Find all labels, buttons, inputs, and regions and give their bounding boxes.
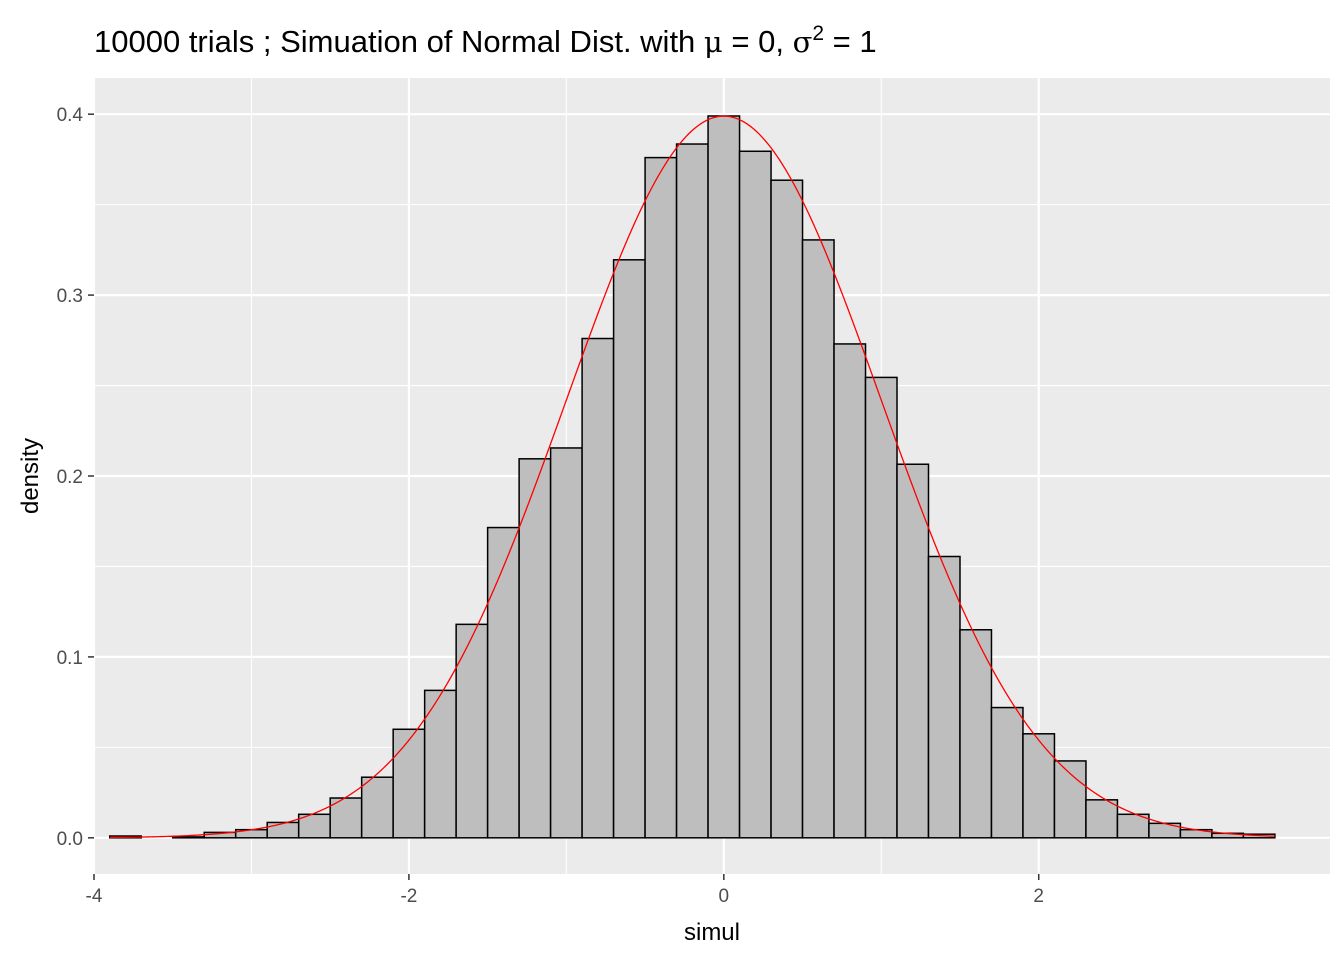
- chart-title: 10000 trials ; Simuation of Normal Dist.…: [94, 22, 877, 59]
- histogram-bar: [612, 259, 646, 839]
- histogram-bar: [581, 337, 615, 839]
- histogram-bar: [707, 115, 741, 839]
- histogram-bar: [644, 156, 678, 839]
- title-mu-value: = 0,: [723, 24, 793, 59]
- normal-density-curve: [109, 115, 1275, 839]
- y-tick-label: 0.1: [57, 648, 83, 669]
- histogram-bar: [959, 629, 993, 839]
- histogram-bar: [266, 821, 300, 839]
- x-axis: -4 -2 0 2: [86, 874, 1044, 907]
- title-sigma-exponent: 2: [812, 22, 824, 45]
- histogram-bar: [1085, 799, 1119, 839]
- histogram-bar: [1022, 733, 1056, 839]
- histogram-bar: [896, 463, 930, 839]
- x-axis-title: simul: [684, 919, 740, 946]
- y-tick-label: 0.0: [57, 829, 83, 850]
- histogram-bars: [108, 115, 1276, 839]
- y-tick-label: 0.3: [57, 286, 83, 307]
- histogram-bar: [549, 447, 583, 839]
- histogram-bar: [801, 239, 835, 839]
- y-tick-label: 0.4: [57, 105, 84, 126]
- x-tick-label: 0: [719, 886, 730, 907]
- x-tick-label: -4: [86, 886, 103, 907]
- title-sigma-symbol: σ: [793, 25, 813, 59]
- histogram-bar: [927, 555, 961, 839]
- y-axis-title: density: [17, 438, 44, 514]
- histogram-bar: [518, 458, 552, 839]
- histogram-bar: [1053, 760, 1087, 839]
- histogram-bar: [329, 797, 363, 839]
- histogram-bar: [990, 706, 1024, 839]
- histogram-bar: [738, 150, 772, 839]
- histogram-bar: [171, 836, 205, 839]
- histogram-bar: [360, 776, 394, 839]
- histogram-bar: [423, 689, 457, 839]
- x-tick-label: 2: [1033, 886, 1044, 907]
- x-tick-label: -2: [400, 886, 417, 907]
- histogram-bar: [770, 179, 804, 839]
- y-axis: 0.0 0.1 0.2 0.3 0.4: [57, 105, 94, 850]
- histogram-bar: [455, 623, 489, 839]
- histogram-bar: [864, 376, 898, 839]
- title-prefix: 10000 trials ; Simuation of Normal Dist.…: [94, 24, 704, 59]
- title-mu-symbol: μ: [704, 25, 723, 59]
- y-tick-label: 0.2: [57, 467, 83, 488]
- histogram-bar: [833, 343, 867, 839]
- histogram-bar: [392, 728, 426, 839]
- histogram-bar: [486, 526, 520, 839]
- histogram-bar: [675, 143, 709, 839]
- title-sigma-value: = 1: [824, 24, 877, 59]
